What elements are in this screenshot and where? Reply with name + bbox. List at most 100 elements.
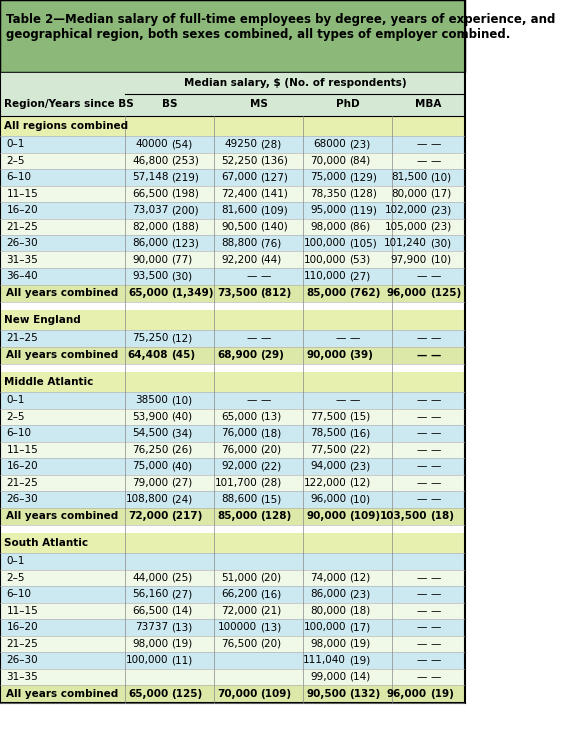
Text: 74,000: 74,000 bbox=[310, 573, 346, 583]
FancyBboxPatch shape bbox=[0, 652, 465, 669]
Text: (141): (141) bbox=[260, 188, 288, 199]
Text: 72,000: 72,000 bbox=[128, 511, 168, 521]
Text: 6–10: 6–10 bbox=[6, 428, 32, 438]
Text: (25): (25) bbox=[171, 573, 193, 583]
Text: 0–1: 0–1 bbox=[6, 139, 25, 149]
Text: (40): (40) bbox=[171, 461, 193, 471]
Text: (23): (23) bbox=[350, 139, 371, 149]
Text: 76,000: 76,000 bbox=[221, 445, 257, 455]
Text: (29): (29) bbox=[260, 351, 284, 360]
Text: 72,000: 72,000 bbox=[221, 605, 257, 616]
Text: (109): (109) bbox=[350, 511, 381, 521]
Text: PhD: PhD bbox=[336, 99, 359, 109]
Text: 92,200: 92,200 bbox=[221, 255, 257, 265]
Text: (11): (11) bbox=[171, 655, 193, 665]
FancyBboxPatch shape bbox=[0, 491, 465, 507]
Text: (109): (109) bbox=[260, 688, 292, 699]
Text: 90,000: 90,000 bbox=[132, 255, 168, 265]
Text: 94,000: 94,000 bbox=[310, 461, 346, 471]
Text: 78,350: 78,350 bbox=[310, 188, 346, 199]
FancyBboxPatch shape bbox=[0, 152, 465, 169]
Text: (105): (105) bbox=[350, 238, 377, 248]
Text: 68,900: 68,900 bbox=[217, 351, 257, 360]
Text: —: — bbox=[430, 605, 440, 616]
Text: (17): (17) bbox=[430, 188, 451, 199]
Text: —: — bbox=[417, 639, 427, 648]
Text: —: — bbox=[430, 428, 440, 438]
Text: (18): (18) bbox=[430, 511, 454, 521]
Text: (19): (19) bbox=[350, 655, 371, 665]
Text: —: — bbox=[247, 333, 257, 343]
Text: (23): (23) bbox=[350, 589, 371, 599]
Text: 75,000: 75,000 bbox=[310, 172, 346, 182]
FancyBboxPatch shape bbox=[0, 72, 465, 116]
Text: 81,500: 81,500 bbox=[391, 172, 427, 182]
Text: 100,000: 100,000 bbox=[126, 655, 168, 665]
Text: —: — bbox=[430, 672, 440, 682]
Text: (13): (13) bbox=[260, 412, 282, 421]
FancyBboxPatch shape bbox=[0, 0, 465, 72]
Text: All years combined: All years combined bbox=[6, 288, 118, 299]
Text: 77,500: 77,500 bbox=[310, 445, 346, 455]
Text: —: — bbox=[417, 156, 427, 166]
Text: (10): (10) bbox=[350, 495, 370, 504]
Text: 96,000: 96,000 bbox=[387, 688, 427, 699]
Text: (200): (200) bbox=[171, 205, 199, 215]
Text: 36–40: 36–40 bbox=[6, 271, 38, 281]
Text: —: — bbox=[430, 622, 440, 633]
Text: (14): (14) bbox=[350, 672, 371, 682]
Text: (198): (198) bbox=[171, 188, 200, 199]
Text: 88,800: 88,800 bbox=[221, 238, 257, 248]
Text: —: — bbox=[417, 428, 427, 438]
Text: 90,000: 90,000 bbox=[306, 511, 346, 521]
Text: Region/Years since BS: Region/Years since BS bbox=[4, 99, 134, 109]
FancyBboxPatch shape bbox=[0, 525, 465, 533]
Text: 2–5: 2–5 bbox=[6, 412, 25, 421]
Text: 68000: 68000 bbox=[313, 139, 346, 149]
Text: All years combined: All years combined bbox=[6, 688, 118, 699]
FancyBboxPatch shape bbox=[0, 310, 465, 330]
Text: —: — bbox=[417, 573, 427, 583]
Text: 49250: 49250 bbox=[224, 139, 257, 149]
Text: 103,500: 103,500 bbox=[380, 511, 427, 521]
Text: (20): (20) bbox=[260, 573, 282, 583]
Text: —: — bbox=[430, 655, 440, 665]
Text: 97,900: 97,900 bbox=[391, 255, 427, 265]
Text: 85,000: 85,000 bbox=[306, 288, 346, 299]
Text: 53,900: 53,900 bbox=[132, 412, 168, 421]
Text: (27): (27) bbox=[350, 271, 371, 281]
Text: 11–15: 11–15 bbox=[6, 188, 38, 199]
Text: 2–5: 2–5 bbox=[6, 573, 25, 583]
Text: (20): (20) bbox=[260, 445, 282, 455]
Text: 67,000: 67,000 bbox=[221, 172, 257, 182]
Text: —: — bbox=[260, 395, 271, 405]
Text: —: — bbox=[417, 445, 427, 455]
Text: (128): (128) bbox=[260, 511, 292, 521]
Text: (26): (26) bbox=[171, 445, 193, 455]
Text: —: — bbox=[417, 672, 427, 682]
Text: 88,600: 88,600 bbox=[221, 495, 257, 504]
Text: 40000: 40000 bbox=[136, 139, 168, 149]
FancyBboxPatch shape bbox=[0, 252, 465, 268]
Text: 110,000: 110,000 bbox=[304, 271, 346, 281]
Text: 66,500: 66,500 bbox=[132, 605, 168, 616]
Text: (12): (12) bbox=[171, 333, 193, 343]
FancyBboxPatch shape bbox=[0, 268, 465, 284]
Text: (16): (16) bbox=[260, 589, 282, 599]
Text: 90,000: 90,000 bbox=[306, 351, 346, 360]
Text: (217): (217) bbox=[171, 511, 203, 521]
Text: 100,000: 100,000 bbox=[304, 622, 346, 633]
Text: (19): (19) bbox=[171, 639, 193, 648]
Text: (136): (136) bbox=[260, 156, 288, 166]
FancyBboxPatch shape bbox=[0, 116, 465, 136]
Text: (125): (125) bbox=[171, 688, 203, 699]
Text: —: — bbox=[430, 412, 440, 421]
FancyBboxPatch shape bbox=[0, 364, 465, 372]
FancyBboxPatch shape bbox=[0, 392, 465, 409]
Text: 0–1: 0–1 bbox=[6, 395, 25, 405]
Text: —: — bbox=[417, 622, 427, 633]
Text: (15): (15) bbox=[260, 495, 282, 504]
Text: (14): (14) bbox=[171, 605, 193, 616]
Text: (30): (30) bbox=[171, 271, 193, 281]
Text: 92,000: 92,000 bbox=[221, 461, 257, 471]
